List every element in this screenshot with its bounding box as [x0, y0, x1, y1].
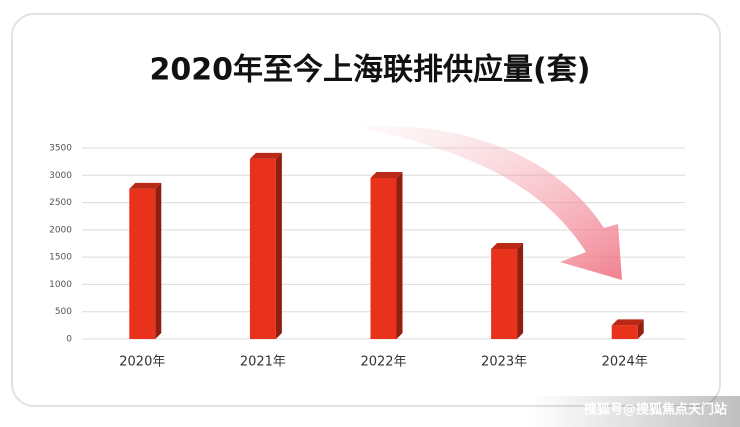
- bar-side: [637, 319, 644, 339]
- bar: [611, 325, 638, 339]
- y-tick-label: 2000: [49, 225, 72, 235]
- watermark: 搜狐号@搜狐焦点天门站: [584, 402, 727, 418]
- x-tick-label: 2024年: [602, 355, 648, 370]
- bar-top: [491, 242, 524, 249]
- bar: [491, 248, 518, 339]
- y-tick-label: 0: [66, 335, 72, 345]
- bar-side: [396, 172, 403, 339]
- card: [11, 13, 721, 407]
- x-tick-label: 2022年: [360, 355, 406, 370]
- y-tick-label: 1000: [49, 280, 72, 290]
- y-tick-label: 3500: [49, 144, 72, 154]
- y-tick-label: 3000: [49, 171, 72, 181]
- x-tick-label: 2023年: [481, 355, 527, 370]
- x-tick-label: 2020年: [119, 355, 165, 370]
- plot: 0 500 1000 1500 2000 2500 3000 3500 2020年 2021年 20…: [49, 144, 685, 370]
- bar-top: [611, 319, 644, 326]
- bar-side: [517, 242, 524, 339]
- y-tick-label: 2500: [49, 198, 72, 208]
- bar: [129, 188, 156, 339]
- bar: [249, 158, 276, 339]
- bar: [370, 178, 397, 339]
- bar-side: [275, 152, 282, 339]
- bar-top: [249, 152, 282, 159]
- bar-top: [370, 172, 403, 179]
- y-tick-label: 500: [55, 307, 72, 317]
- y-tick-label: 1500: [49, 253, 72, 263]
- trend-arrow: [360, 126, 622, 280]
- bar-top: [129, 182, 162, 189]
- chart-title: 2020年至今上海联排供应量(套): [150, 53, 591, 88]
- bar-side: [155, 182, 162, 339]
- x-tick-label: 2021年: [240, 355, 286, 370]
- watermark-bg: [530, 396, 740, 427]
